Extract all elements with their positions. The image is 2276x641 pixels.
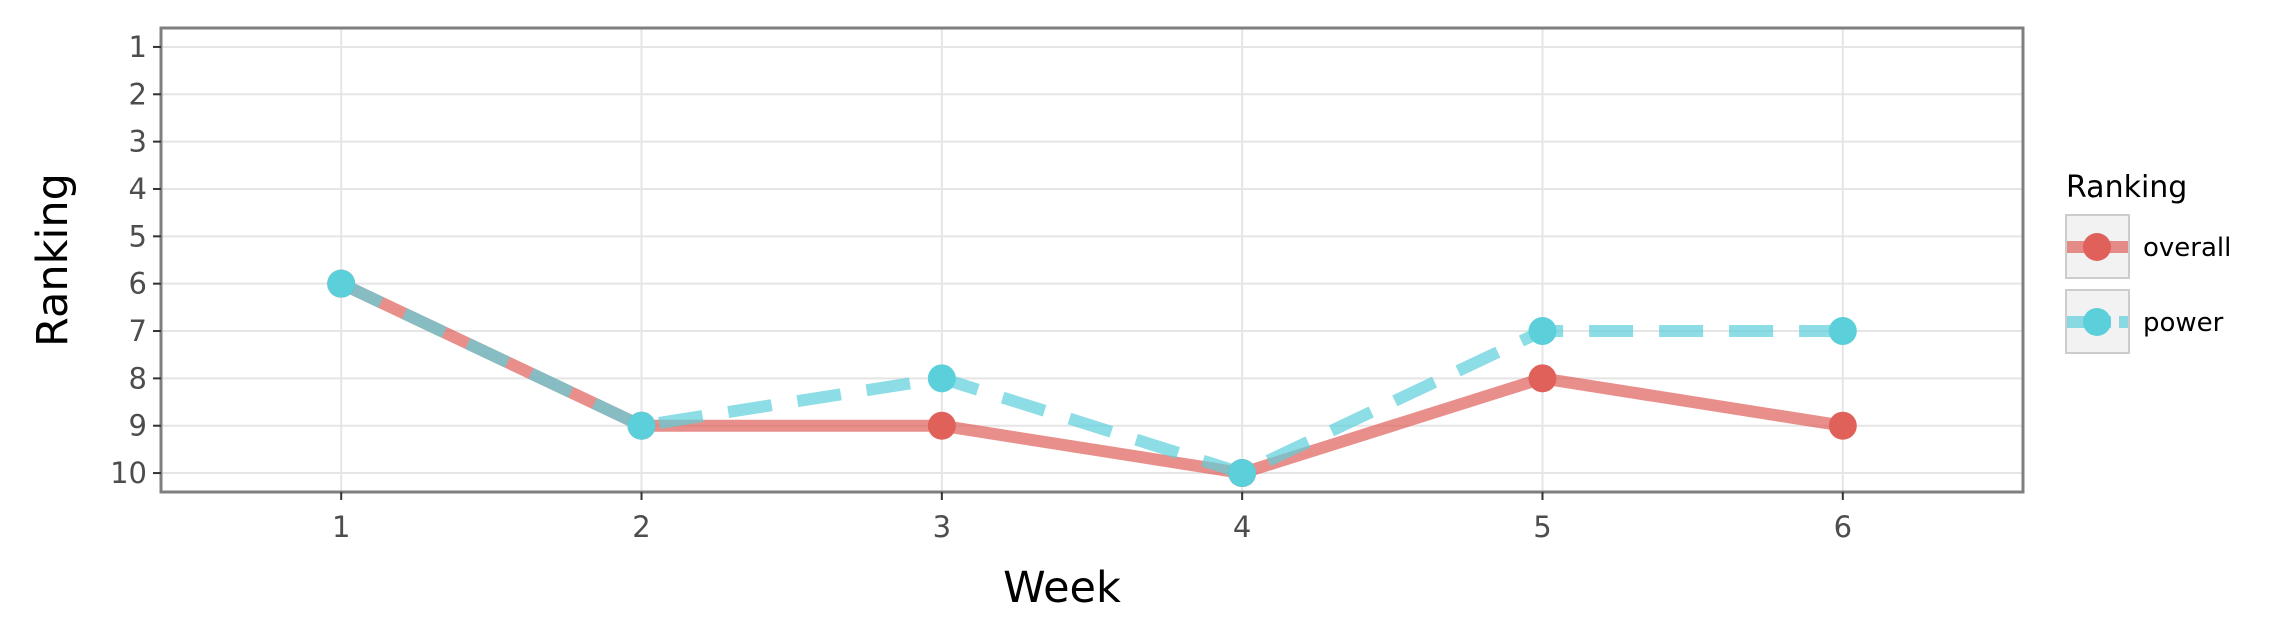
point-power-week-6: [1828, 317, 1857, 346]
y-tick-label: 2: [129, 77, 147, 111]
point-power-week-3: [927, 364, 956, 393]
x-tick-label: 1: [332, 510, 350, 544]
legend-label: power: [2143, 308, 2224, 338]
y-tick-label: 6: [129, 267, 147, 301]
y-tick-label: 7: [129, 314, 147, 348]
series-line-power: [338, 278, 1843, 480]
series-lines: [338, 278, 1844, 480]
point-power-week-1: [327, 269, 356, 298]
point-power-week-5: [1528, 317, 1557, 346]
legend-label: overall: [2143, 233, 2231, 263]
y-tick-label: 4: [129, 172, 147, 206]
x-tick-label: 5: [1533, 510, 1551, 544]
point-overall-week-3: [927, 411, 956, 440]
y-tick-label: 10: [110, 456, 147, 490]
point-overall-week-5: [1528, 364, 1557, 393]
y-tick-label: 9: [129, 409, 147, 443]
y-tick-label: 5: [129, 219, 147, 253]
series-line-overall: [338, 278, 1844, 480]
legend-item-overall: overall: [2065, 214, 2231, 279]
legend-title: Ranking: [2066, 170, 2187, 205]
series-points: [327, 269, 1857, 488]
panel-border: [159, 26, 2025, 494]
point-power-week-2: [627, 411, 656, 440]
legend: overall power: [2065, 214, 2231, 354]
panel-background: [161, 28, 2023, 492]
y-axis-title: Ranking: [28, 173, 78, 347]
point-overall-week-6: [1828, 411, 1857, 440]
y-axis: 1 2 3 4 5 6 7 8 9 10: [110, 30, 161, 490]
x-tick-label: 6: [1834, 510, 1852, 544]
legend-item-power: power: [2065, 289, 2224, 354]
x-tick-label: 2: [632, 510, 650, 544]
x-axis: 1 2 3 4 5 6: [332, 492, 1852, 544]
x-tick-label: 4: [1233, 510, 1251, 544]
x-axis-title: Week: [1003, 563, 1121, 613]
legend-point-swatch: [2083, 233, 2111, 261]
x-tick-label: 3: [933, 510, 951, 544]
point-power-week-4: [1228, 459, 1257, 488]
legend-point-swatch: [2083, 308, 2111, 336]
y-tick-label: 8: [129, 361, 147, 395]
y-tick-label: 3: [129, 125, 147, 159]
y-tick-label: 1: [129, 30, 147, 64]
